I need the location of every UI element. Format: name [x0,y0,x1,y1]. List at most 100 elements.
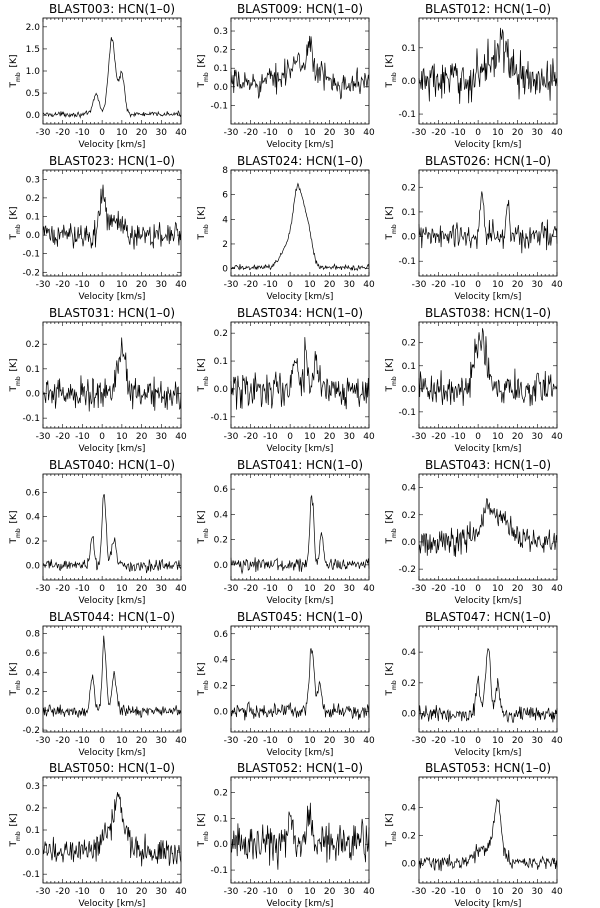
panel-title: BLAST050: HCN(1–0) [49,761,175,775]
y-tick-label: -0.1 [398,110,416,120]
x-tick-label: 30 [156,280,168,290]
x-tick-label: -20 [243,128,258,138]
y-tick-label: 0.4 [402,484,417,494]
y-axis-label-unit: [K] [385,511,395,527]
y-axis-label-unit: [K] [385,814,395,830]
x-tick-label: 20 [512,887,524,897]
y-tick-label: 0.8 [26,630,41,640]
y-axis-label: Tmb [K] [197,814,210,848]
spectrum-line [230,182,370,272]
y-axis-label-unit: [K] [197,511,207,527]
y-tick-label: 0.1 [402,362,416,372]
x-tick-label: 30 [344,887,356,897]
y-tick-label: 0.6 [214,485,229,495]
x-tick-label: -10 [451,128,466,138]
y-tick-label: 0.2 [26,688,40,698]
plot-frame [42,17,182,125]
plot-frame [418,169,558,277]
spectrum-line [230,802,370,870]
y-axis-label-sub: mb [203,528,210,538]
x-tick-label: 40 [551,887,563,897]
x-axis-label: Velocity [km/s] [267,748,334,758]
x-tick-label: -30 [412,128,427,138]
y-axis-label-unit: [K] [197,207,207,223]
panel-title: BLAST034: HCN(1–0) [237,306,363,320]
y-axis-label-unit: [K] [385,207,395,223]
x-tick-label: 10 [116,128,128,138]
y-axis-label-main: T [197,81,207,88]
y-axis-label: Tmb [K] [197,511,210,545]
y-tick-label: 0.2 [402,511,416,521]
y-axis-label: Tmb [K] [197,663,210,697]
plot-frame [230,625,370,733]
x-axis-label: Velocity [km/s] [267,444,334,454]
x-tick-label: -10 [75,280,90,290]
panel-title: BLAST009: HCN(1–0) [237,2,363,16]
y-tick-label: 0.1 [214,357,228,367]
x-tick-label: -30 [36,736,51,746]
y-tick-label: 0.2 [26,340,40,350]
y-tick-label: 4 [222,215,228,225]
x-tick-label: 40 [551,432,563,442]
x-tick-label: 0 [287,128,293,138]
y-axis-label-unit: [K] [197,663,207,679]
x-tick-label: -20 [55,280,70,290]
x-tick-label: 20 [324,128,336,138]
x-tick-label: -20 [431,432,446,442]
x-axis-label: Velocity [km/s] [455,748,522,758]
x-tick-label: -20 [243,736,258,746]
spectrum-line [230,648,370,721]
x-tick-label: 40 [551,736,563,746]
x-tick-label: -20 [431,280,446,290]
x-tick-label: -20 [55,736,70,746]
y-axis-label-sub: mb [15,72,22,82]
y-tick-label: -0.2 [22,268,40,278]
x-tick-label: 10 [492,887,504,897]
x-tick-label: 30 [532,128,544,138]
x-tick-label: -30 [36,432,51,442]
x-tick-label: -20 [55,128,70,138]
x-axis-label: Velocity [km/s] [267,596,334,606]
y-tick-label: 8 [222,166,228,176]
x-tick-label: -30 [224,280,239,290]
y-tick-label: -0.1 [22,870,40,880]
x-tick-label: 0 [99,887,105,897]
y-axis-label: Tmb [K] [197,359,210,393]
y-tick-label: 0 [222,265,228,275]
y-axis-label-sub: mb [391,831,398,841]
y-tick-label: 0.0 [402,859,417,869]
x-axis-label: Velocity [km/s] [267,899,334,908]
x-tick-label: -30 [36,280,51,290]
x-tick-label: 0 [475,128,481,138]
x-axis-label: Velocity [km/s] [79,292,146,302]
y-axis-label-sub: mb [203,72,210,82]
x-tick-label: 20 [136,280,148,290]
y-axis-label: Tmb [K] [197,55,210,89]
panel-title: BLAST041: HCN(1–0) [237,458,363,472]
y-tick-label: 0.2 [214,681,228,691]
x-axis-label: Velocity [km/s] [455,292,522,302]
x-tick-label: 10 [492,280,504,290]
panel-title: BLAST040: HCN(1–0) [49,458,175,472]
y-axis-label: Tmb [K] [9,359,22,393]
y-axis-label: Tmb [K] [385,663,398,697]
x-axis-label: Velocity [km/s] [79,899,146,908]
x-tick-label: -20 [243,280,258,290]
x-tick-label: 40 [551,280,563,290]
x-tick-label: 10 [304,736,316,746]
x-tick-label: 20 [512,280,524,290]
x-tick-label: 20 [512,128,524,138]
y-axis-label-main: T [9,233,19,240]
y-tick-label: 0.0 [26,561,41,571]
y-axis-label-sub: mb [391,528,398,538]
y-tick-label: 0.4 [26,513,41,523]
plot-frame [230,321,370,429]
x-tick-label: -10 [263,887,278,897]
x-tick-label: -10 [451,887,466,897]
spectrum-panel: BLAST053: HCN(1–0) -30 -20 -10 0 10 20 30 40 0.0 0… [385,761,563,908]
x-tick-label: -20 [55,432,70,442]
y-tick-label: 0.1 [214,814,228,824]
y-axis-label-sub: mb [15,224,22,234]
panel-title: BLAST045: HCN(1–0) [237,610,363,624]
y-tick-label: 0.3 [214,27,228,37]
